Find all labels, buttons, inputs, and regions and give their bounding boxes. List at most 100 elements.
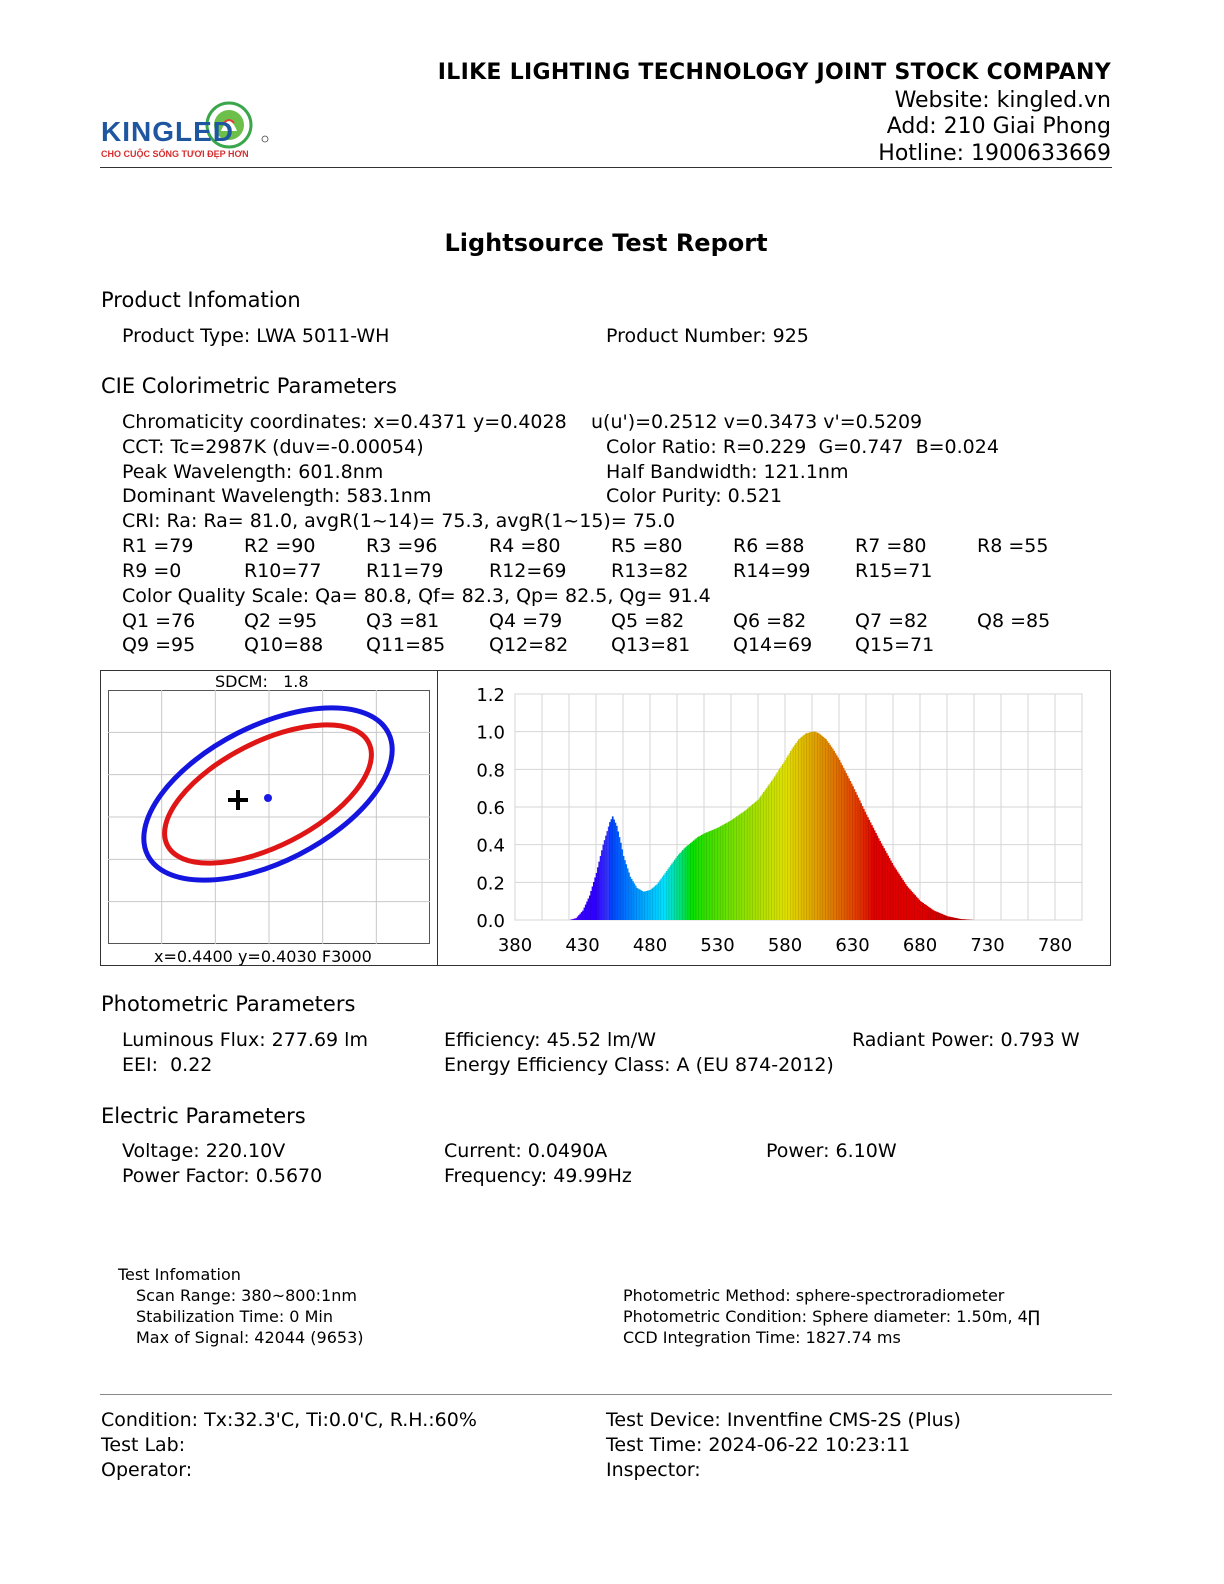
spectrum-bar	[852, 786, 854, 920]
spectrum-bar	[892, 865, 895, 920]
spectrum-bar	[894, 867, 896, 920]
power: Power: 6.10W	[766, 1140, 897, 1162]
spectrum-bar	[777, 770, 780, 920]
spectrum-bar	[597, 867, 599, 920]
spectrum-bar	[730, 820, 733, 920]
spectrum-bar	[896, 871, 899, 920]
spectrum-bar	[880, 843, 883, 920]
spectrum-bar	[644, 891, 646, 920]
y-tick-label: 0.8	[476, 760, 505, 781]
spectrum-bar	[740, 813, 742, 920]
spectrum-bar	[728, 821, 730, 920]
spectrum-bar	[875, 832, 877, 920]
spectrum-bar	[692, 840, 695, 920]
spectrum-bar	[665, 871, 668, 920]
spectrum-bar	[945, 915, 948, 920]
spectrum-bar	[923, 903, 926, 920]
spectrum-bar	[715, 828, 718, 920]
spectrum-bar	[765, 788, 768, 920]
spectrum-bar	[857, 797, 860, 920]
r-value: R12=69	[489, 560, 567, 582]
spectrum-bar	[771, 780, 773, 920]
spectrum-bar	[636, 887, 638, 920]
spectrum-bar	[757, 799, 760, 920]
spectrum-bar	[603, 840, 606, 920]
spectrum-bar	[686, 846, 688, 920]
spectrum-bar	[725, 823, 727, 920]
company-hotline: Hotline: 1900633669	[878, 141, 1111, 166]
spectrum-bar	[772, 778, 775, 920]
spectrum-bar	[953, 917, 956, 920]
spectrum-bar	[964, 919, 966, 920]
spectrum-bar	[611, 816, 614, 920]
spectrum-bar	[907, 887, 910, 920]
spectrum-bar	[753, 802, 756, 920]
spectrum-bar	[788, 753, 791, 920]
spectrum-bar	[937, 912, 939, 920]
spectrum-bar	[962, 919, 965, 920]
spectrum-bar	[625, 864, 628, 920]
spectrum-bar	[818, 733, 821, 920]
spectrum-bar	[755, 801, 757, 920]
spectrum-bar	[769, 782, 772, 920]
spectrum-bar	[795, 742, 798, 920]
spectrum-bar	[823, 738, 826, 920]
spectrum-bar	[711, 829, 714, 920]
spectrum-bar	[759, 797, 761, 920]
spectrum-bar	[915, 896, 918, 920]
spectrum-bar	[952, 917, 954, 920]
spectrum-bar	[638, 889, 641, 920]
r-value: R14=99	[733, 560, 811, 582]
q-value: Q1 =76	[122, 610, 196, 632]
spectrum-bar	[957, 918, 960, 920]
company-website: Website: kingled.vn	[894, 88, 1111, 113]
spectrum-bar	[618, 837, 621, 920]
spectrum-bar	[931, 909, 934, 920]
spectrum-bar	[903, 881, 906, 920]
spectrum-bar	[732, 819, 734, 920]
cie-heading: CIE Colorimetric Parameters	[101, 374, 397, 398]
spectrum-bar	[738, 814, 741, 920]
r-value: R5 =80	[611, 535, 683, 557]
spectrum-bar	[633, 883, 636, 920]
spectrum-bar	[706, 832, 709, 920]
spectrum-bar	[675, 857, 678, 920]
spectrum-bar	[845, 773, 848, 920]
spectrum-bar	[629, 876, 632, 920]
spectrum-bar	[837, 757, 840, 920]
spectrum-bar	[780, 766, 783, 920]
logo	[100, 82, 269, 164]
spectrum-bar	[783, 761, 786, 920]
x-tick-label: 430	[565, 935, 599, 956]
spectrum-bar	[579, 913, 582, 920]
spectrum-bar	[640, 890, 642, 920]
spectrum-bar	[869, 822, 872, 920]
spectrum-bar	[888, 858, 891, 920]
spectrum-bar	[632, 881, 634, 920]
spectrum-bar	[761, 793, 764, 920]
spectrum-bar	[679, 852, 682, 920]
spectrum-bar	[883, 848, 885, 920]
spectrum-bar	[948, 916, 950, 920]
spectrum-bar	[800, 736, 803, 920]
spectrum-bar	[622, 855, 625, 920]
spectrum-bar	[745, 809, 748, 920]
spectrum-bar	[846, 775, 849, 920]
spectrum-bar	[668, 867, 671, 920]
spectrum-bar	[921, 902, 923, 920]
half-bandwidth: Half Bandwidth: 121.1nm	[606, 461, 849, 483]
spectrum-bar	[667, 869, 669, 920]
spectrum-bar	[642, 891, 645, 920]
spectrum-bar	[831, 748, 834, 920]
peak-wavelength: Peak Wavelength: 601.8nm	[122, 461, 384, 483]
spectrum-bar	[669, 865, 672, 920]
spectrum-bar	[718, 826, 721, 920]
spectrum-bar	[790, 750, 792, 920]
spectrum-bar	[904, 884, 907, 920]
scan-range: Scan Range: 380~800:1nm	[136, 1286, 357, 1305]
spectrum-bar	[914, 895, 916, 920]
r-value: R8 =55	[977, 535, 1049, 557]
spectrum-bar	[637, 888, 640, 920]
spectrum-bar	[680, 851, 683, 920]
sdcm-plot	[108, 690, 430, 944]
